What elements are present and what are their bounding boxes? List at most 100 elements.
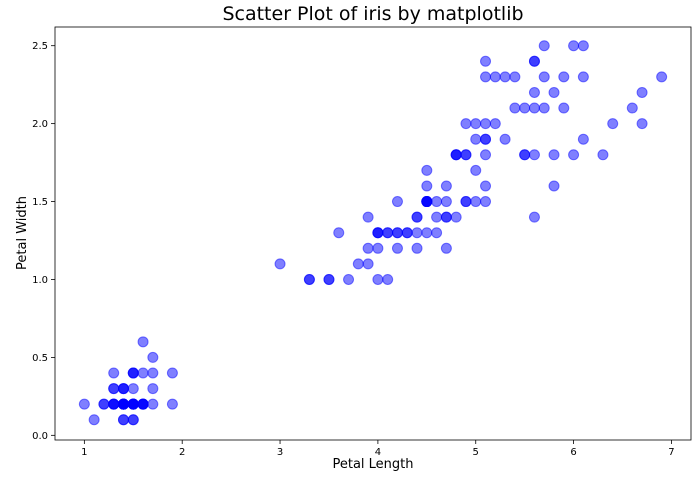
data-point [528, 102, 540, 114]
data-point [577, 71, 589, 83]
data-point [147, 383, 159, 395]
x-tick-label: 1 [81, 447, 87, 458]
data-point [499, 133, 511, 145]
data-point [431, 227, 443, 239]
data-point [480, 180, 492, 192]
data-point [470, 164, 482, 176]
data-point [323, 273, 335, 285]
data-point [460, 196, 472, 208]
data-point [548, 180, 560, 192]
data-point [108, 383, 120, 395]
y-tick-label: 1.5 [32, 197, 48, 208]
data-point [470, 118, 482, 130]
data-point [137, 398, 149, 410]
x-tick-label: 2 [179, 447, 185, 458]
data-point [626, 102, 638, 114]
data-point [558, 102, 570, 114]
data-point [519, 102, 531, 114]
data-point [431, 211, 443, 223]
data-point [489, 71, 501, 83]
data-point [450, 211, 462, 223]
data-point [127, 398, 139, 410]
data-point [538, 71, 550, 83]
data-point [372, 242, 384, 254]
data-point [528, 86, 540, 98]
data-point [440, 211, 452, 223]
data-point [577, 40, 589, 52]
chart-title: Scatter Plot of iris by matplotlib [222, 3, 523, 25]
data-point [440, 180, 452, 192]
y-axis-label: Petal Width [15, 196, 30, 270]
data-point [636, 86, 648, 98]
data-point [362, 242, 374, 254]
data-point [509, 71, 521, 83]
data-point [421, 227, 433, 239]
data-point [499, 71, 511, 83]
data-point [127, 414, 139, 426]
data-point [117, 383, 129, 395]
data-point [470, 133, 482, 145]
data-point [117, 398, 129, 410]
data-point [274, 258, 286, 270]
y-tick-label: 2.5 [32, 41, 48, 52]
data-point [480, 71, 492, 83]
y-tick-label: 2.0 [32, 119, 48, 130]
data-point [528, 211, 540, 223]
data-point [391, 242, 403, 254]
data-point [147, 367, 159, 379]
data-point [166, 398, 178, 410]
data-point [382, 273, 394, 285]
data-point [568, 40, 580, 52]
y-axis: 0.0 0.5 1.0 1.5 2.0 2.5 [32, 41, 55, 442]
data-point [382, 227, 394, 239]
y-tick-label: 0.5 [32, 353, 48, 364]
data-point [411, 227, 423, 239]
data-point [577, 133, 589, 145]
data-point [147, 351, 159, 363]
x-axis-label: Petal Length [332, 457, 413, 472]
data-point [372, 227, 384, 239]
data-point [656, 71, 668, 83]
data-point [391, 196, 403, 208]
x-tick-label: 5 [473, 447, 479, 458]
data-point [509, 102, 521, 114]
data-point [88, 414, 100, 426]
data-point [421, 180, 433, 192]
data-point [166, 367, 178, 379]
data-point [480, 55, 492, 67]
x-tick-label: 6 [570, 447, 576, 458]
data-point [137, 367, 149, 379]
data-point [440, 242, 452, 254]
data-point [108, 398, 120, 410]
data-point [480, 196, 492, 208]
data-point [480, 118, 492, 130]
data-point [421, 196, 433, 208]
data-point [108, 367, 120, 379]
data-point [303, 273, 315, 285]
data-point [548, 149, 560, 161]
data-point [460, 149, 472, 161]
data-point [127, 383, 139, 395]
data-point [372, 273, 384, 285]
data-point [127, 367, 139, 379]
data-point [548, 86, 560, 98]
data-point [137, 336, 149, 348]
data-point [538, 102, 550, 114]
data-point [450, 149, 462, 161]
data-point [607, 118, 619, 130]
data-point [460, 118, 472, 130]
data-point [147, 398, 159, 410]
data-point [362, 258, 374, 270]
data-point [362, 211, 374, 223]
data-point [78, 398, 90, 410]
data-point [431, 196, 443, 208]
data-point [440, 196, 452, 208]
x-tick-label: 7 [668, 447, 674, 458]
data-point [117, 414, 129, 426]
data-point [480, 149, 492, 161]
data-point [411, 242, 423, 254]
data-point [343, 273, 355, 285]
data-point [480, 133, 492, 145]
data-point [391, 227, 403, 239]
